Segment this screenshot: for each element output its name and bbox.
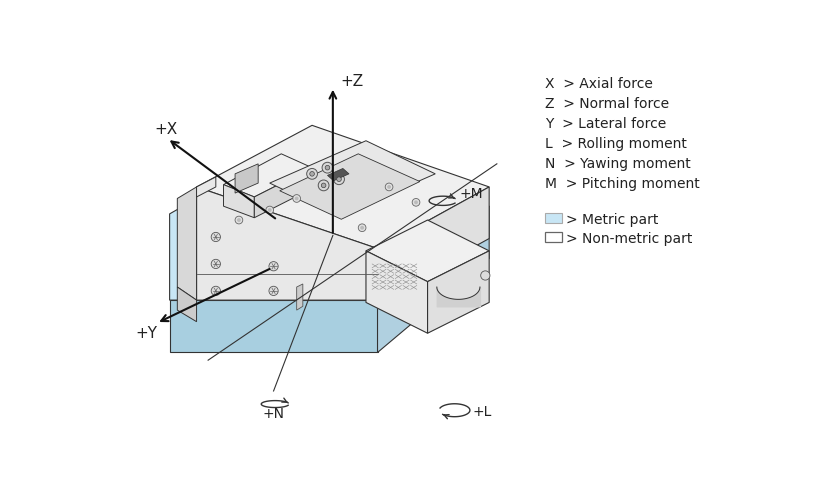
Circle shape — [414, 201, 418, 204]
Polygon shape — [197, 125, 489, 249]
Circle shape — [322, 162, 333, 173]
Text: +L: +L — [472, 405, 492, 419]
Polygon shape — [297, 284, 303, 310]
Text: +Z: +Z — [341, 74, 364, 89]
Polygon shape — [170, 300, 377, 352]
Polygon shape — [177, 287, 197, 322]
Circle shape — [333, 174, 345, 185]
Text: > Non-metric part: > Non-metric part — [566, 232, 693, 246]
Text: +M: +M — [460, 188, 484, 202]
Polygon shape — [224, 185, 254, 218]
Circle shape — [266, 206, 274, 214]
Text: Z  > Normal force: Z > Normal force — [545, 97, 669, 111]
Circle shape — [337, 177, 342, 182]
Circle shape — [269, 286, 278, 295]
Polygon shape — [279, 154, 420, 219]
Circle shape — [292, 195, 301, 202]
Circle shape — [386, 183, 393, 191]
Circle shape — [306, 169, 318, 179]
Polygon shape — [427, 251, 489, 333]
Polygon shape — [366, 220, 489, 281]
Bar — [545, 232, 561, 242]
Polygon shape — [224, 154, 312, 197]
Circle shape — [212, 259, 221, 268]
Circle shape — [360, 226, 364, 230]
Polygon shape — [366, 251, 427, 333]
Polygon shape — [170, 146, 489, 300]
Text: > Metric part: > Metric part — [566, 213, 659, 227]
Circle shape — [268, 208, 271, 212]
Polygon shape — [177, 187, 197, 300]
Text: +Y: +Y — [135, 326, 157, 341]
Text: Y  > Lateral force: Y > Lateral force — [545, 117, 666, 131]
Circle shape — [212, 286, 221, 295]
Circle shape — [387, 185, 391, 189]
Circle shape — [325, 165, 330, 170]
Circle shape — [235, 216, 243, 224]
Text: X  > Axial force: X > Axial force — [545, 77, 653, 91]
Circle shape — [237, 218, 241, 222]
Circle shape — [212, 233, 221, 242]
Circle shape — [321, 183, 326, 188]
Polygon shape — [235, 164, 258, 193]
Polygon shape — [377, 206, 489, 352]
Circle shape — [359, 224, 366, 232]
Circle shape — [295, 197, 298, 201]
Circle shape — [269, 261, 278, 271]
Polygon shape — [377, 187, 489, 300]
Polygon shape — [328, 169, 349, 181]
Circle shape — [310, 172, 315, 176]
Text: N  > Yawing moment: N > Yawing moment — [545, 157, 690, 171]
Polygon shape — [197, 187, 377, 300]
Circle shape — [480, 271, 490, 280]
Text: +X: +X — [154, 122, 177, 137]
Text: +N: +N — [262, 407, 284, 421]
Polygon shape — [254, 168, 312, 218]
Polygon shape — [197, 177, 216, 197]
Polygon shape — [270, 141, 435, 216]
Text: M  > Pitching moment: M > Pitching moment — [545, 177, 699, 191]
Bar — [545, 213, 561, 223]
Circle shape — [319, 180, 329, 191]
Circle shape — [412, 199, 420, 206]
Text: L  > Rolling moment: L > Rolling moment — [545, 137, 686, 151]
